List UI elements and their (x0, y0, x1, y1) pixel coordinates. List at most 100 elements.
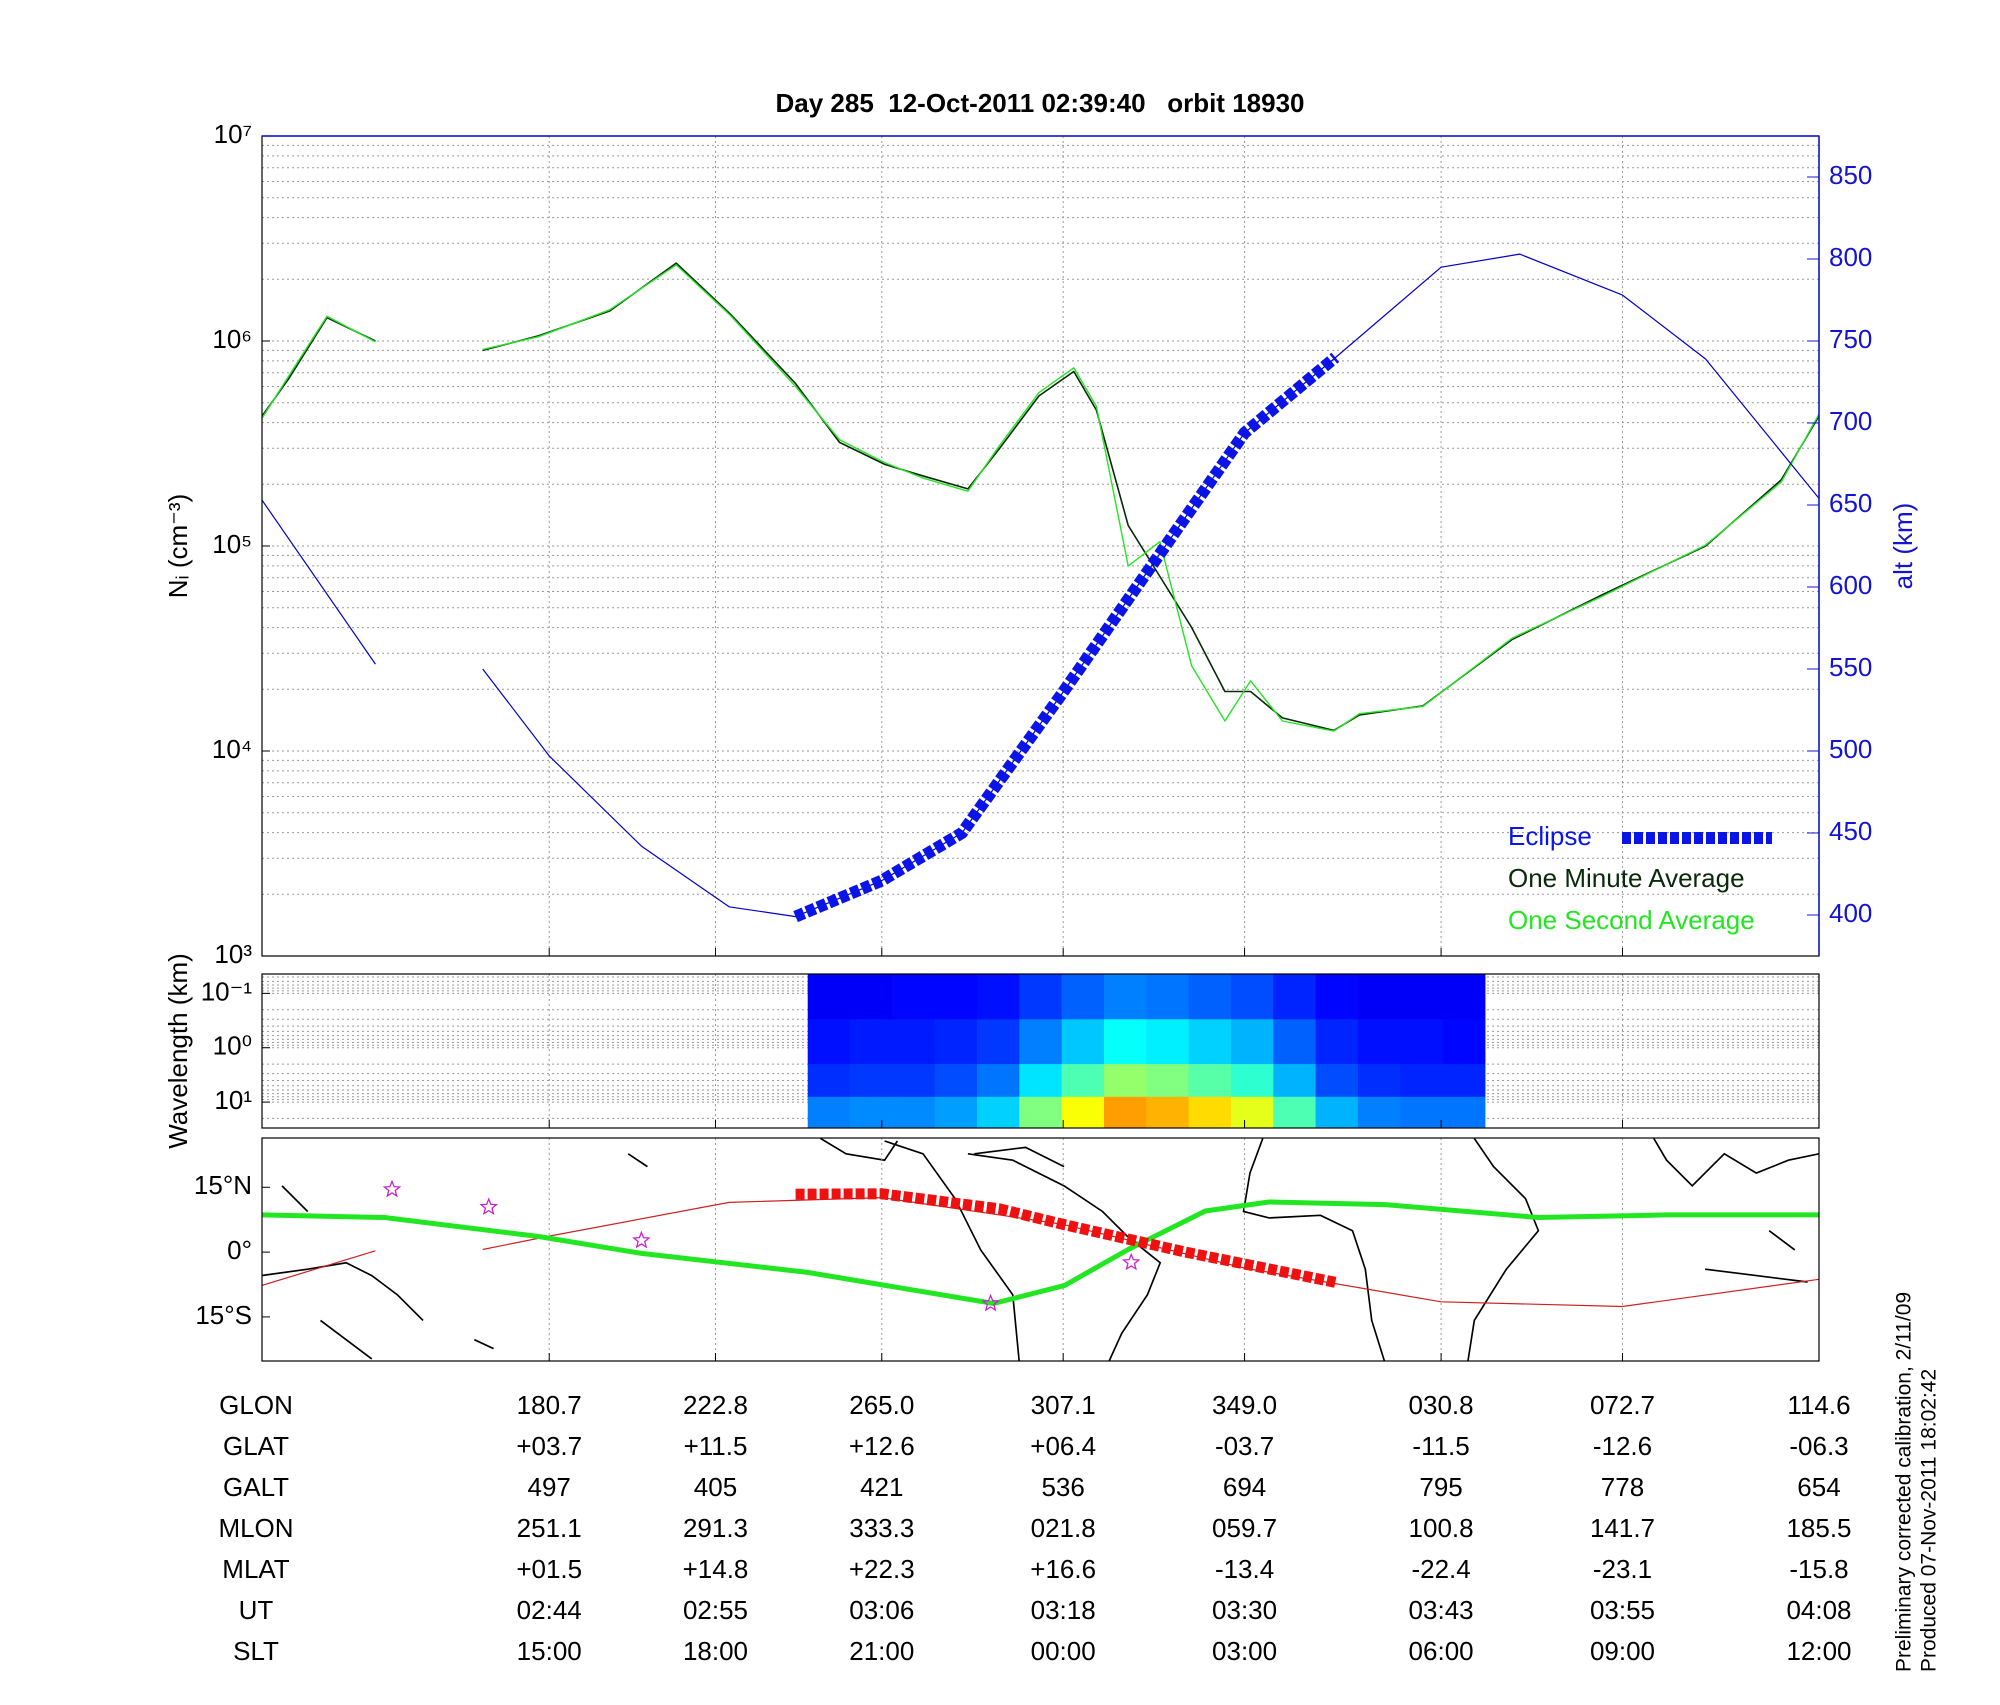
table-cell: 059.7 (1212, 1513, 1277, 1543)
heatmap-cell (1061, 1064, 1105, 1098)
table-cell: 15:00 (517, 1636, 582, 1666)
heatmap-cell (1357, 1096, 1401, 1128)
heatmap-cell (977, 1019, 1020, 1065)
y2-axis-label: alt (km) (1888, 503, 1918, 590)
y-axis-label: Nᵢ (cm⁻³) (163, 494, 193, 598)
table-cell: +11.5 (684, 1431, 748, 1461)
heatmap-cell (1146, 1096, 1190, 1128)
table-cell: 114.6 (1787, 1390, 1850, 1420)
track-line (262, 1199, 1819, 1306)
heatmap-cell (934, 1096, 978, 1128)
table-cell: +14.8 (683, 1554, 749, 1584)
table-cell: -15.8 (1789, 1554, 1848, 1584)
plot-frame (261, 973, 1820, 1129)
row-label: GLON (219, 1390, 293, 1420)
row-label: MLAT (222, 1554, 290, 1584)
star-marker (479, 1197, 499, 1216)
plot-layer (262, 974, 1819, 1128)
y2-tick-label: 550 (1829, 652, 1872, 682)
table-cell: 141.7 (1590, 1513, 1655, 1543)
y2-tick-label: 800 (1829, 242, 1872, 272)
table-cell: -22.4 (1411, 1554, 1470, 1584)
table-cell: 180.7 (517, 1390, 582, 1420)
density-line (262, 264, 1819, 732)
table-cell: 03:30 (1212, 1595, 1277, 1625)
legend-label: Eclipse (1508, 821, 1592, 851)
heatmap-cell (1400, 1019, 1444, 1065)
table-cell: 030.8 (1409, 1390, 1474, 1420)
y2-tick-label: 600 (1829, 570, 1872, 600)
table-cell: 251.1 (517, 1513, 582, 1543)
table-cell: +06.4 (1030, 1431, 1096, 1461)
table-cell: 185.5 (1786, 1513, 1851, 1543)
heatmap-cell (850, 1096, 893, 1128)
row-label: UT (239, 1595, 274, 1625)
heatmap-cell (1442, 1019, 1486, 1065)
table-cell: 00:00 (1031, 1636, 1096, 1666)
heatmap-cell (1357, 1064, 1401, 1098)
heatmap-cell (1188, 974, 1232, 1020)
row-label: GLAT (223, 1431, 289, 1461)
heatmap-cell (892, 1064, 936, 1098)
heatmap-cell (1019, 1019, 1063, 1065)
heatmap-cell (1019, 1064, 1063, 1098)
heatmap-cell (1442, 974, 1486, 1020)
heatmap-cell (1442, 1096, 1486, 1128)
table-cell: +16.6 (1030, 1554, 1096, 1584)
y-tick-label: 10³ (214, 939, 252, 969)
heatmap-cell (807, 974, 851, 1020)
table-cell: 12:00 (1786, 1636, 1851, 1666)
heatmap-cell (1061, 1019, 1105, 1065)
table-cell: 222.8 (683, 1390, 748, 1420)
table-cell: 03:55 (1590, 1595, 1655, 1625)
table-cell: +12.6 (849, 1431, 915, 1461)
track-line (795, 1188, 1337, 1288)
y2-tick-label: 400 (1829, 898, 1872, 928)
table-cell: +22.3 (849, 1554, 915, 1584)
heatmap-cell (1273, 1096, 1317, 1128)
heatmap-cell (850, 1019, 893, 1065)
y-tick-label: 10⁰ (213, 1031, 252, 1061)
heatmap-cell (1400, 1096, 1444, 1128)
legend-label: One Minute Average (1508, 863, 1745, 893)
heatmap-cell (1146, 1064, 1190, 1098)
table-cell: 04:08 (1786, 1595, 1851, 1625)
star-marker (632, 1230, 651, 1249)
table-cell: 072.7 (1590, 1390, 1655, 1420)
heatmap-cell (892, 1096, 936, 1128)
table-cell: 09:00 (1590, 1636, 1655, 1666)
heatmap-cell (1315, 1019, 1359, 1065)
heatmap-cell (1273, 1019, 1317, 1065)
heatmap-cell (850, 974, 893, 1020)
star-marker (382, 1179, 402, 1198)
heatmap-cell (1103, 1019, 1147, 1065)
star-marker (981, 1293, 1000, 1312)
heatmap-cell (1315, 1096, 1359, 1128)
y-tick-label: 10⁵ (212, 529, 252, 559)
table-cell: 021.8 (1031, 1513, 1096, 1543)
table-cell: 06:00 (1409, 1636, 1474, 1666)
y-tick-label: 10⁶ (212, 324, 252, 354)
footer-note: Produced 07-Nov-2011 18:02:42 (1918, 1369, 1941, 1672)
table-cell: 02:55 (683, 1595, 748, 1625)
y2-tick-label: 650 (1829, 488, 1872, 518)
heatmap-cell (977, 1096, 1020, 1128)
table-cell: -06.3 (1789, 1431, 1848, 1461)
y-tick-label: 10⁷ (214, 119, 252, 149)
y2-tick-label: 700 (1829, 406, 1872, 436)
table-cell: 03:18 (1031, 1595, 1096, 1625)
y2-tick-label: 500 (1829, 734, 1872, 764)
y-tick-label: 15°S (195, 1300, 252, 1330)
heatmap-cell (1146, 974, 1190, 1020)
table-cell: 02:44 (517, 1595, 582, 1625)
heatmap-cell (1103, 1064, 1147, 1098)
heatmap-cell (807, 1019, 851, 1065)
heatmap-cell (1146, 1019, 1190, 1065)
table-cell: 18:00 (683, 1636, 748, 1666)
table-cell: 497 (528, 1472, 571, 1502)
y2-tick-label: 850 (1829, 160, 1872, 190)
heatmap-cell (850, 1064, 893, 1098)
heatmap-cell (1357, 974, 1401, 1020)
